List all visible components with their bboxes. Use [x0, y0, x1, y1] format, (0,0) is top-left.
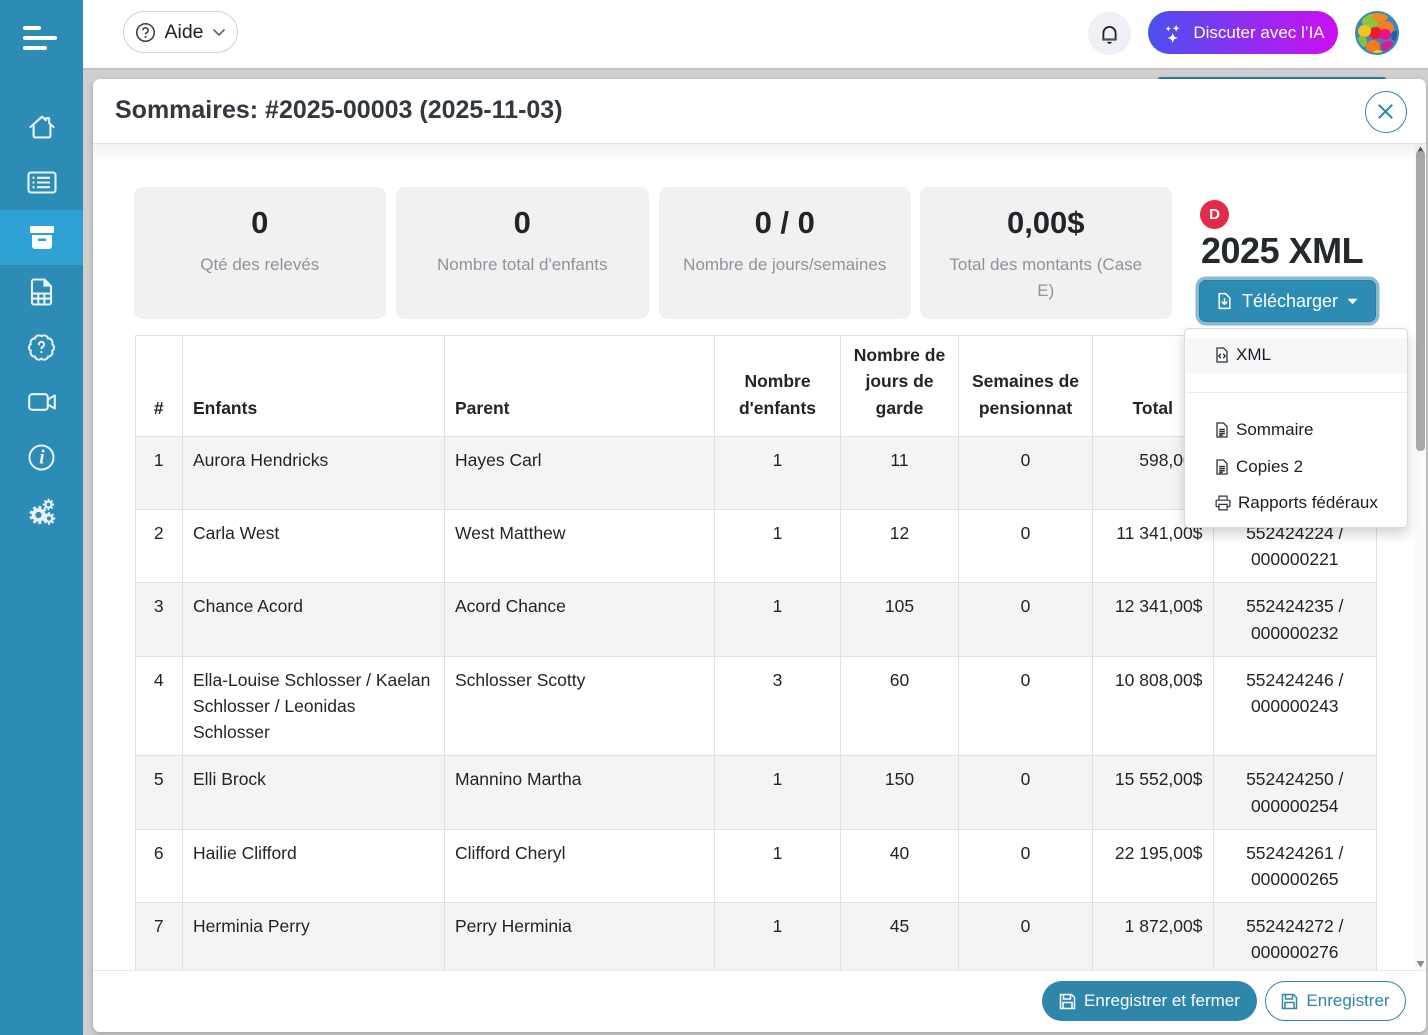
svg-text:i: i	[39, 447, 45, 468]
